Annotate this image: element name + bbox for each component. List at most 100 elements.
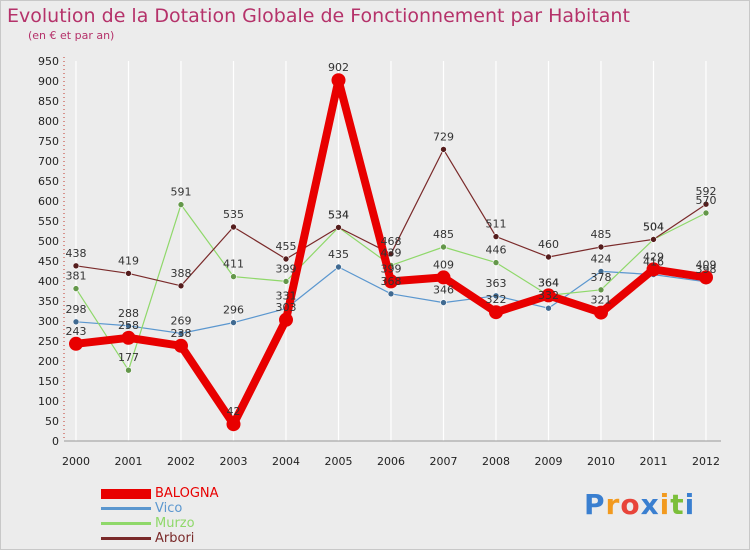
data-label-arbori: 729	[433, 130, 454, 143]
legend-item-balogna: BALOGNA	[101, 486, 219, 501]
data-label-balogna: 902	[328, 61, 349, 74]
data-point-vico	[440, 299, 447, 306]
data-label-murzo: 439	[381, 246, 402, 259]
data-label-vico: 296	[223, 304, 244, 317]
data-point-murzo	[597, 286, 605, 294]
data-label-murzo: 485	[433, 228, 454, 241]
data-point-balogna	[279, 312, 293, 327]
x-tick-label: 2001	[115, 455, 143, 468]
logo-letter: t	[670, 488, 685, 521]
data-point-vico	[177, 330, 185, 337]
data-point-arbori	[387, 250, 395, 258]
y-tick-label: 0	[52, 435, 59, 448]
legend-swatch	[101, 488, 151, 499]
data-label-vico: 346	[433, 284, 454, 297]
data-label-murzo: 570	[696, 194, 717, 207]
data-label-murzo: 446	[486, 244, 507, 257]
y-tick-label: 500	[38, 235, 59, 248]
data-point-murzo	[702, 209, 710, 217]
y-tick-label: 50	[45, 415, 59, 428]
data-point-arbori	[702, 200, 710, 208]
data-label-balogna: 243	[66, 325, 87, 338]
data-point-balogna	[121, 330, 136, 345]
data-point-arbori	[72, 262, 80, 270]
data-label-arbori: 535	[223, 208, 244, 221]
data-label-vico: 332	[538, 289, 559, 302]
data-point-balogna	[384, 274, 398, 289]
data-label-murzo: 591	[171, 186, 192, 199]
y-tick-label: 100	[38, 395, 59, 408]
data-point-balogna	[331, 73, 346, 88]
data-label-balogna: 399	[381, 262, 402, 275]
y-tick-label: 950	[38, 55, 59, 68]
data-point-balogna	[541, 288, 556, 303]
data-label-vico: 424	[591, 252, 612, 265]
y-tick-label: 400	[38, 275, 59, 288]
data-label-vico: 363	[486, 277, 507, 290]
data-label-murzo: 504	[643, 220, 664, 233]
logo-letter: x	[640, 488, 660, 521]
logo-letter: i	[659, 488, 671, 521]
data-point-balogna	[594, 305, 608, 320]
data-point-vico	[230, 319, 237, 326]
data-label-vico: 269	[171, 314, 192, 327]
data-label-balogna: 409	[433, 258, 454, 271]
logo-letter: i	[684, 488, 696, 521]
data-point-balogna	[646, 262, 661, 277]
data-point-arbori	[545, 253, 552, 261]
data-label-balogna: 238	[171, 327, 192, 340]
data-point-balogna	[69, 336, 83, 351]
data-label-arbori: 419	[118, 254, 139, 267]
data-label-balogna: 258	[118, 319, 139, 332]
data-point-murzo	[177, 201, 185, 208]
data-label-arbori: 468	[381, 235, 402, 248]
y-tick-label: 750	[38, 135, 59, 148]
data-point-vico	[387, 290, 395, 298]
data-label-murzo: 534	[328, 208, 349, 221]
data-point-vico	[545, 304, 552, 312]
y-tick-label: 300	[38, 315, 59, 328]
logo-letter: P	[584, 488, 606, 521]
data-label-balogna: 364	[538, 276, 559, 289]
data-point-vico	[492, 292, 500, 300]
legend-label: BALOGNA	[155, 486, 219, 501]
y-tick-label: 900	[38, 75, 59, 88]
data-label-vico: 435	[328, 248, 349, 261]
legend-label: Murzo	[155, 516, 195, 531]
data-label-balogna: 409	[696, 258, 717, 271]
y-tick-label: 350	[38, 295, 59, 308]
data-point-arbori	[125, 270, 132, 277]
data-label-murzo: 411	[223, 258, 244, 271]
data-label-vico: 398	[696, 263, 717, 276]
data-point-vico	[335, 263, 342, 271]
chart-title: Evolution de la Dotation Globale de Fonc…	[7, 5, 630, 27]
data-label-balogna: 321	[591, 294, 612, 307]
data-point-arbori	[230, 223, 237, 231]
data-point-arbori	[282, 255, 290, 263]
data-point-arbori	[177, 282, 185, 290]
x-tick-label: 2010	[587, 455, 615, 468]
legend-item-vico: Vico	[101, 501, 219, 516]
legend-label: Arbori	[155, 531, 195, 546]
chart-subtitle: (en € et par an)	[28, 29, 115, 42]
data-point-arbori	[597, 243, 605, 251]
x-tick-label: 2003	[220, 455, 248, 468]
legend-swatch	[101, 506, 151, 511]
x-tick-label: 2009	[535, 455, 563, 468]
data-label-arbori: 455	[276, 240, 297, 253]
data-label-arbori: 460	[538, 238, 559, 251]
data-label-vico: 368	[381, 275, 402, 288]
data-point-murzo	[125, 366, 132, 374]
data-label-arbori: 438	[66, 247, 87, 260]
data-point-balogna	[489, 305, 503, 320]
y-tick-label: 200	[38, 355, 59, 368]
data-label-arbori: 504	[643, 220, 664, 233]
data-label-murzo: 378	[591, 271, 612, 284]
data-label-balogna: 42	[227, 405, 241, 418]
data-label-arbori: 388	[171, 267, 192, 280]
data-label-murzo: 364	[538, 276, 559, 289]
data-point-arbori	[492, 233, 500, 240]
data-label-arbori: 511	[486, 218, 507, 231]
y-tick-label: 250	[38, 335, 59, 348]
data-label-arbori: 592	[696, 185, 717, 198]
